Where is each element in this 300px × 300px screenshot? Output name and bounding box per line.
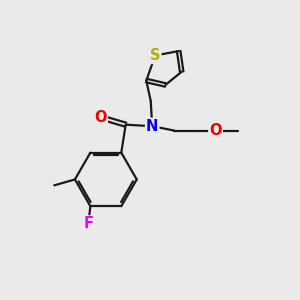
Text: N: N	[146, 119, 158, 134]
Text: O: O	[94, 110, 107, 125]
Text: F: F	[84, 216, 94, 231]
Text: O: O	[209, 123, 222, 138]
Text: S: S	[150, 48, 160, 63]
